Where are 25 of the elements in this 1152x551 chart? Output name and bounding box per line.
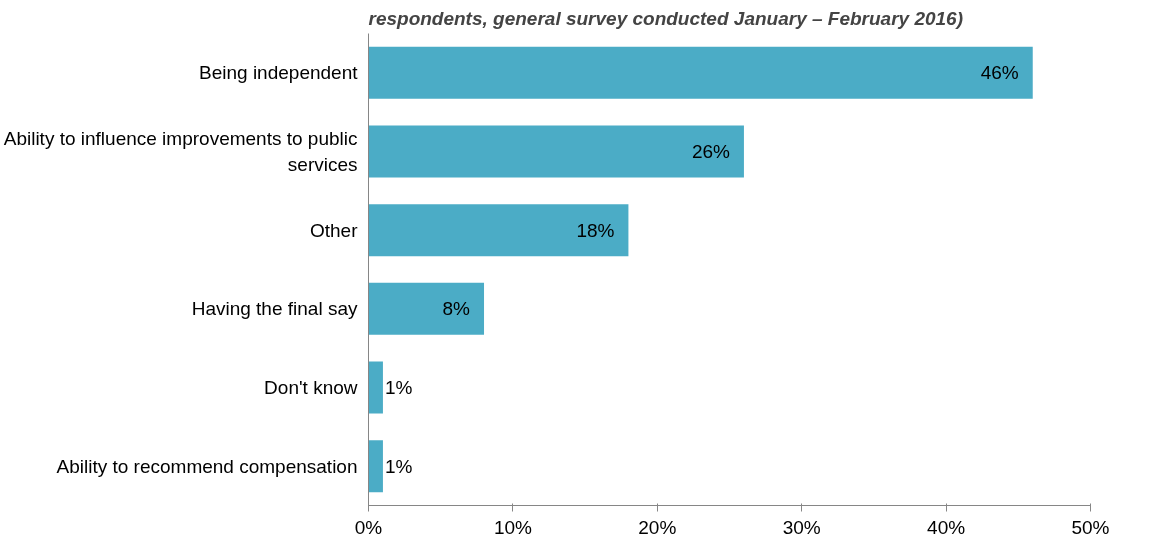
y-tick-label: Being independent <box>199 62 359 84</box>
data-label: 1% <box>384 377 413 398</box>
bar <box>368 125 744 178</box>
bar <box>368 361 383 414</box>
data-label: 8% <box>442 298 471 320</box>
x-tick-label: 10% <box>493 516 533 538</box>
y-tick-label: Ability to recommend compensation <box>56 455 358 477</box>
chart-title: respondents, general survey conducted January – February 2016) <box>368 7 964 29</box>
bar <box>368 46 1033 99</box>
data-label: 1% <box>384 455 413 477</box>
y-tick-label: Having the final say <box>191 298 358 320</box>
data-label: 46% <box>980 62 1019 84</box>
bar <box>368 440 383 493</box>
x-tick-label: 0% <box>354 516 383 538</box>
bar <box>368 282 485 335</box>
y-tick-label: Ability to influence improvements to public services <box>3 128 358 175</box>
x-tick-label: 40% <box>927 516 966 538</box>
data-label: 26% <box>691 141 731 162</box>
y-tick-label: Other <box>309 219 359 241</box>
bar <box>368 204 629 257</box>
data-label: 18% <box>576 219 615 241</box>
y-tick-label: Don't know <box>264 377 358 398</box>
x-tick-label: 50% <box>1071 516 1110 538</box>
x-tick-label: 30% <box>782 516 821 538</box>
x-tick-label: 20% <box>638 516 677 538</box>
